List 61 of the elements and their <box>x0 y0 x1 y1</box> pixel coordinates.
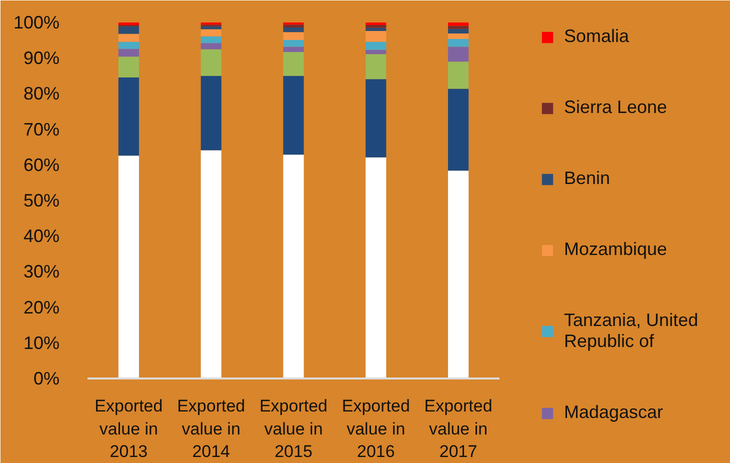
y-tick-label: 60% <box>23 154 60 175</box>
bar <box>448 170 469 378</box>
x-tick-label: Exported value in 2015 <box>259 396 328 462</box>
x-tick-label: Exported value in 2014 <box>177 396 246 462</box>
bar <box>118 34 139 42</box>
y-tick-label: 30% <box>23 262 60 282</box>
bar <box>118 48 139 57</box>
bar <box>366 79 386 158</box>
bar <box>366 24 386 28</box>
y-tick-label: 90% <box>23 48 60 68</box>
y-tick-label: 0% <box>33 368 60 388</box>
legend-label: Mozambique <box>564 239 668 260</box>
bar <box>118 42 139 49</box>
bar <box>448 62 469 89</box>
bar <box>366 54 386 80</box>
bar <box>283 46 304 52</box>
y-tick-label: 40% <box>23 226 60 246</box>
bar <box>448 22 469 26</box>
bar <box>366 28 386 32</box>
bar <box>366 50 386 54</box>
y-tick-label: 70% <box>23 119 60 140</box>
x-tick-label: Exported value in 2017 <box>424 396 492 462</box>
bar <box>283 27 304 32</box>
bar <box>283 76 304 155</box>
bar <box>118 26 139 34</box>
bar <box>200 150 222 378</box>
y-tick-label: 50% <box>23 190 60 210</box>
bar <box>448 38 469 47</box>
bar <box>200 49 222 76</box>
bar <box>283 24 304 28</box>
bar <box>448 88 469 171</box>
bar <box>200 43 222 50</box>
bar <box>200 26 222 30</box>
legend-label: Tanzania, United Republic of <box>564 310 698 352</box>
bar <box>200 29 222 36</box>
bar <box>118 77 139 156</box>
y-tick-label: 80% <box>23 84 60 104</box>
bar <box>283 40 304 47</box>
bar <box>448 34 469 39</box>
y-tick-label: 10% <box>23 332 60 353</box>
bar <box>366 31 386 42</box>
bar <box>283 32 304 40</box>
bar <box>283 154 304 378</box>
bar <box>366 157 386 378</box>
legend-label: Madagascar <box>564 402 664 423</box>
y-tick-label: 100% <box>13 12 60 32</box>
bar <box>366 42 386 50</box>
y-tick-label: 20% <box>23 297 60 318</box>
bar <box>448 46 469 62</box>
legend-label: Somalia <box>564 26 630 47</box>
bar <box>118 56 139 78</box>
x-tick-label: Exported value in 2016 <box>342 396 410 462</box>
bar <box>118 156 139 378</box>
bar <box>283 52 304 76</box>
bar <box>448 28 469 34</box>
bar <box>200 76 222 150</box>
bar <box>200 36 222 44</box>
legend-label: Benin <box>564 168 610 189</box>
x-tick-label: Exported value in 2013 <box>94 396 163 462</box>
bar <box>448 26 469 29</box>
legend-label: Sierra Leone <box>564 97 668 118</box>
